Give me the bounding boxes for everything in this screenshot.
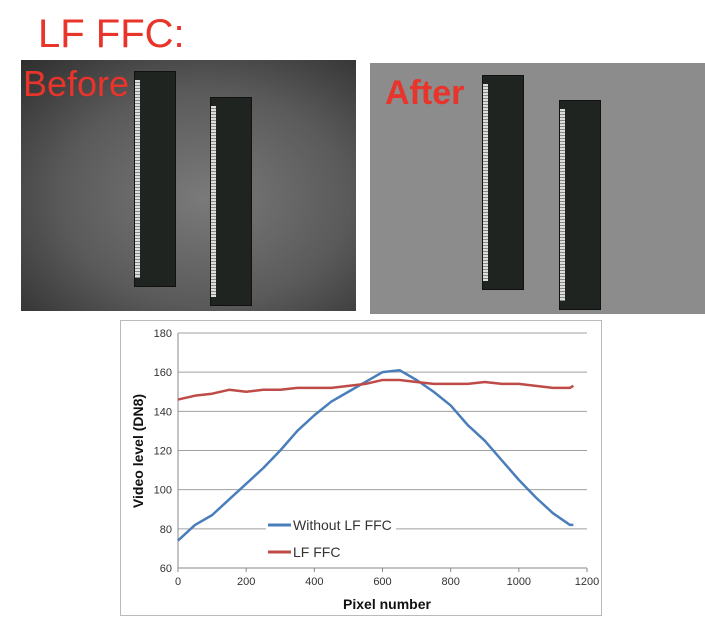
x-tick-label: 400 (305, 576, 323, 588)
before-label: Before (23, 63, 130, 104)
after-label: After (385, 74, 465, 112)
memory-module (210, 97, 252, 306)
y-tick-label: 160 (154, 367, 172, 379)
y-tick-label: 60 (160, 563, 172, 575)
x-tick-label: 0 (175, 576, 181, 588)
y-tick-label: 120 (154, 446, 172, 458)
slide-title: LF FFC: (38, 12, 185, 56)
memory-module (559, 100, 601, 310)
memory-module (482, 75, 524, 290)
line-chart: 60 80 100 120 140 160 180 0 200 400 600 800 1000 1200… (120, 320, 602, 616)
x-tick-label: 1000 (507, 576, 531, 588)
x-tick-label: 800 (441, 576, 459, 588)
x-tick-label: 600 (373, 576, 391, 588)
x-tick-label: 1200 (575, 576, 599, 588)
series-line-0 (177, 368, 574, 542)
legend-label-without-ffc: Without LF FFC (293, 517, 392, 533)
y-tick-label: 180 (154, 328, 172, 340)
chart-svg: 60 80 100 120 140 160 180 0 200 400 600 800 1000 1200… (130, 328, 599, 612)
memory-module (134, 71, 176, 287)
x-tick-label: 200 (237, 576, 255, 588)
y-tick-label: 100 (154, 485, 172, 497)
series-line-1 (177, 378, 574, 401)
legend-label-lf-ffc: LF FFC (293, 544, 340, 560)
y-tick-label: 80 (160, 524, 172, 536)
after-image (370, 63, 705, 314)
y-tick-label: 140 (154, 406, 172, 418)
before-image (21, 60, 356, 311)
x-axis-label: Pixel number (343, 596, 431, 612)
y-axis-label: Video level (DN8) (130, 394, 146, 508)
